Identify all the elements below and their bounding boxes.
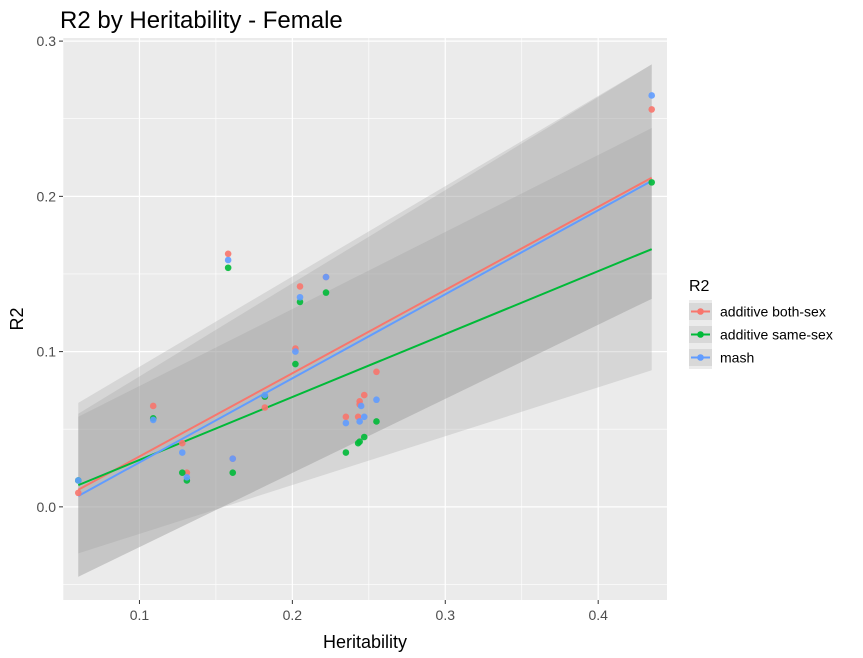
data-point bbox=[178, 469, 186, 476]
data-point bbox=[229, 455, 237, 463]
data-point bbox=[229, 469, 237, 476]
legend-key-point-2 bbox=[697, 354, 704, 361]
major-gridlines bbox=[63, 38, 667, 600]
x-tick-label: 0.3 bbox=[436, 607, 456, 623]
x-axis-title: Heritability bbox=[323, 632, 407, 652]
legend-label-2: mash bbox=[720, 350, 754, 366]
minor-gridlines bbox=[62, 38, 667, 600]
data-point bbox=[360, 433, 368, 441]
data-point bbox=[342, 419, 350, 427]
data-point bbox=[292, 348, 299, 355]
y-tick-label: 0.3 bbox=[37, 33, 57, 49]
data-point bbox=[373, 368, 380, 376]
data-point bbox=[149, 416, 157, 424]
data-point bbox=[74, 477, 82, 484]
data-point bbox=[292, 360, 299, 368]
data-point bbox=[322, 289, 330, 296]
data-point bbox=[342, 449, 350, 456]
y-tick-label: 0.1 bbox=[37, 344, 57, 360]
data-point bbox=[224, 264, 232, 272]
legend: R2 additive both-sex additive same-sex mas… bbox=[689, 278, 833, 369]
data-point bbox=[373, 418, 380, 425]
x-tick-label: 0.4 bbox=[588, 607, 608, 623]
data-point bbox=[224, 250, 232, 258]
y-tick-label: 0.0 bbox=[37, 499, 57, 515]
fit-line-0 bbox=[77, 176, 653, 491]
data-point bbox=[178, 439, 186, 447]
data-point bbox=[183, 469, 191, 476]
legend-title: R2 bbox=[689, 278, 710, 295]
data-point bbox=[296, 293, 304, 301]
data-point bbox=[648, 92, 656, 99]
data-point bbox=[261, 404, 269, 411]
data-point bbox=[322, 273, 330, 281]
data-point bbox=[149, 402, 157, 410]
data-point bbox=[74, 489, 82, 497]
data-point bbox=[261, 391, 269, 399]
legend-key-point-0 bbox=[697, 308, 704, 315]
y-tick-label: 0.2 bbox=[37, 188, 57, 204]
confidence-ribbon-1 bbox=[78, 128, 652, 554]
data-point bbox=[357, 402, 365, 410]
legend-label-0: additive both-sex bbox=[720, 304, 826, 320]
x-axis: 0.1 0.2 0.3 0.4 bbox=[130, 600, 608, 623]
data-point bbox=[342, 413, 350, 421]
data-point bbox=[360, 391, 368, 399]
y-axis: 0.0 0.1 0.2 0.3 bbox=[37, 33, 63, 515]
confidence-ribbons bbox=[78, 64, 652, 577]
data-points bbox=[74, 92, 656, 497]
data-point bbox=[356, 438, 363, 445]
data-point bbox=[648, 106, 656, 113]
legend-label-1: additive same-sex bbox=[720, 327, 833, 343]
data-point bbox=[178, 449, 186, 456]
confidence-ribbon-2 bbox=[78, 64, 652, 577]
data-point bbox=[224, 256, 232, 264]
y-axis-title: R2 bbox=[7, 307, 27, 330]
legend-key-point-1 bbox=[697, 331, 704, 338]
fit-lines bbox=[77, 176, 653, 497]
data-point bbox=[360, 413, 368, 421]
confidence-ribbon-0 bbox=[78, 64, 652, 577]
data-point bbox=[648, 179, 656, 186]
fit-line-2 bbox=[77, 179, 653, 497]
fit-line-1 bbox=[77, 248, 653, 487]
chart-title: R2 by Heritability - Female bbox=[60, 7, 343, 34]
data-point bbox=[296, 283, 304, 290]
x-tick-label: 0.2 bbox=[283, 607, 303, 623]
data-point bbox=[296, 298, 304, 306]
x-tick-label: 0.1 bbox=[130, 607, 150, 623]
data-point bbox=[183, 474, 191, 481]
data-point bbox=[373, 396, 380, 404]
legend-items: additive both-sex additive same-sex mash bbox=[689, 300, 833, 369]
data-point bbox=[356, 418, 363, 425]
